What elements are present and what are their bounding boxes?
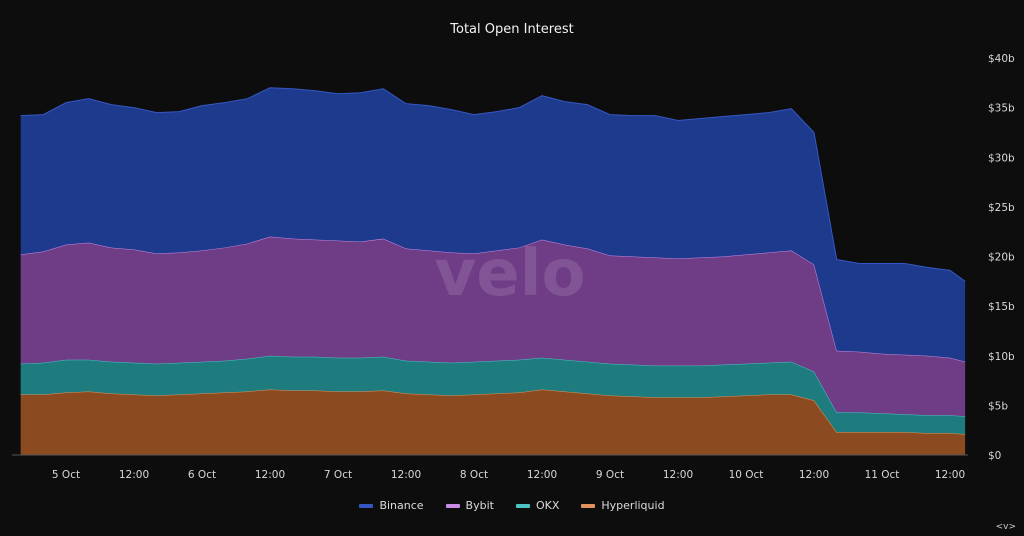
y-tick-label: $5b (988, 400, 1008, 412)
legend-label: Hyperliquid (601, 499, 665, 512)
areas-layer (20, 87, 966, 455)
y-tick-label: $35b (988, 103, 1015, 115)
area-hyperliquid (20, 389, 966, 455)
x-axis-ticks: 5 Oct 12:00 6 Oct 12:00 7 Oct 12:00 8 Oct 12:00… (52, 469, 965, 481)
y-tick-label: $30b (988, 152, 1015, 164)
x-tick-label: 7 Oct (324, 469, 352, 481)
expand-icon[interactable]: <v> (995, 522, 1016, 532)
y-tick-label: $25b (988, 202, 1015, 214)
area-binance (20, 87, 966, 362)
x-tick-label: 6 Oct (188, 469, 216, 481)
area-okx (20, 355, 966, 435)
legend-label: Binance (379, 499, 424, 512)
x-tick-label: 12:00 (935, 469, 965, 481)
chart-title: Total Open Interest (450, 22, 574, 37)
x-tick-label: 12:00 (663, 469, 693, 481)
y-tick-label: $0 (988, 450, 1001, 462)
x-tick-label: 10 Oct (729, 469, 764, 481)
legend-swatch (581, 503, 596, 508)
line-binance (20, 87, 966, 282)
watermark-logo: velo (434, 237, 585, 311)
legend-item-hyperliquid[interactable]: Hyperliquid (581, 499, 665, 512)
x-tick-label: 12:00 (527, 469, 557, 481)
legend-label: OKX (535, 499, 560, 512)
legend-swatch (445, 503, 460, 508)
legend-label: Bybit (465, 499, 494, 512)
legend: Binance Bybit OKX Hyperliquid (0, 499, 1024, 512)
y-tick-label: $20b (988, 252, 1015, 264)
x-tick-label: 12:00 (799, 469, 829, 481)
y-tick-label: $10b (988, 351, 1015, 363)
x-tick-label: 12:00 (255, 469, 285, 481)
legend-swatch (515, 503, 530, 508)
x-tick-label: 12:00 (119, 469, 149, 481)
x-tick-label: 11 Oct (865, 469, 900, 481)
legend-item-okx[interactable]: OKX (515, 499, 560, 512)
area-bybit (20, 236, 966, 417)
x-tick-label: 12:00 (391, 469, 421, 481)
y-tick-label: $40b (988, 53, 1015, 65)
y-tick-label: $15b (988, 301, 1015, 313)
legend-swatch (359, 503, 374, 508)
legend-item-binance[interactable]: Binance (359, 499, 424, 512)
x-tick-label: 8 Oct (460, 469, 488, 481)
y-axis-ticks: $0 $5b $10b $15b $20b $25b $30b $35b $40b (988, 53, 1015, 462)
legend-item-bybit[interactable]: Bybit (445, 499, 494, 512)
x-tick-label: 9 Oct (596, 469, 624, 481)
x-tick-label: 5 Oct (52, 469, 80, 481)
